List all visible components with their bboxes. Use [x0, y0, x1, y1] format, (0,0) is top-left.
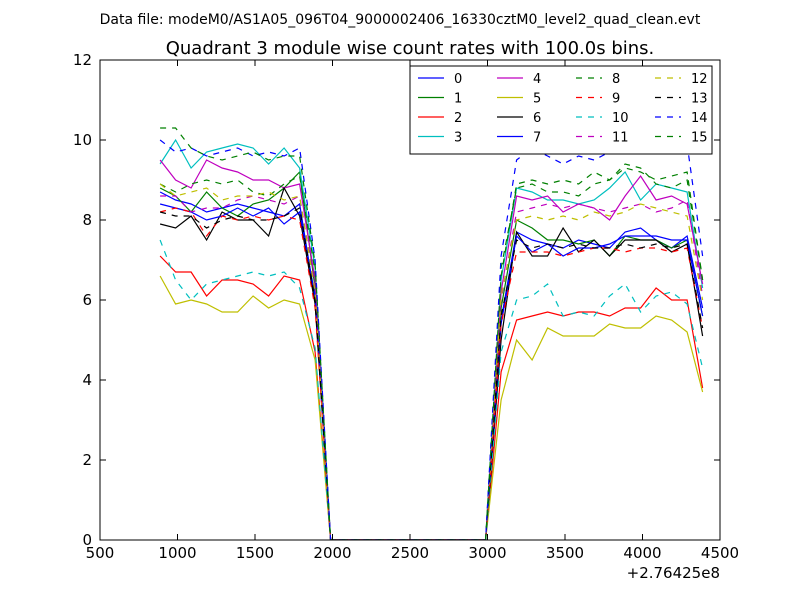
legend-label-14: 14 — [691, 111, 708, 126]
series-line-15 — [160, 127, 704, 540]
series-line-7 — [159, 203, 704, 540]
y-tick-label: 2 — [82, 451, 92, 469]
legend-label-7: 7 — [533, 131, 541, 146]
legend-label-0: 0 — [454, 72, 462, 87]
series-line-2 — [159, 255, 704, 540]
x-tick-label: 1500 — [236, 544, 274, 562]
legend-label-13: 13 — [691, 92, 708, 107]
chart-title: Quadrant 3 module wise count rates with … — [166, 38, 655, 59]
x-tick-label: 2000 — [313, 544, 351, 562]
series-line-0 — [159, 191, 704, 540]
legend-label-3: 3 — [454, 131, 462, 146]
legend-label-1: 1 — [454, 92, 462, 107]
series-line-8 — [159, 163, 704, 540]
legend-label-8: 8 — [612, 72, 620, 87]
y-tick-label: 4 — [82, 371, 92, 389]
y-tick-label: 6 — [82, 291, 92, 309]
x-tick-label: 4500 — [701, 544, 739, 562]
chart-suptitle: Data file: modeM0/AS1A05_096T04_90000024… — [100, 12, 701, 28]
legend-label-15: 15 — [691, 131, 708, 146]
x-tick-label: 3500 — [546, 544, 584, 562]
legend-label-4: 4 — [533, 72, 541, 87]
series-line-4 — [159, 159, 704, 540]
x-tick-label: 3000 — [468, 544, 506, 562]
series-line-10 — [159, 239, 704, 540]
x-tick-label: 500 — [86, 544, 115, 562]
y-tick-label: 12 — [73, 51, 92, 69]
x-tick-label: 2500 — [391, 544, 429, 562]
series-line-12 — [159, 183, 704, 540]
legend-label-2: 2 — [454, 111, 462, 126]
legend-label-11: 11 — [612, 131, 629, 146]
x-tick-label: 4000 — [623, 544, 661, 562]
axis-tick-labels: 500 1000 1500 2000 2500 3000 3500 4000 4500 0 2 4 6 8… — [73, 51, 739, 562]
series-line-5 — [159, 275, 704, 540]
legend-label-6: 6 — [533, 111, 541, 126]
legend-label-9: 9 — [612, 92, 620, 107]
x-offset-label: +2.76425e8 — [627, 564, 720, 582]
legend-label-12: 12 — [691, 72, 708, 87]
axis-ticks — [99, 59, 721, 541]
x-tick-label: 1000 — [158, 544, 196, 562]
legend-label-5: 5 — [533, 92, 541, 107]
legend-box — [409, 65, 713, 155]
legend-label-10: 10 — [612, 111, 629, 126]
y-tick-label: 0 — [82, 531, 92, 549]
series-line-11 — [160, 195, 704, 540]
series-line-13 — [159, 207, 704, 540]
y-tick-label: 10 — [73, 131, 92, 149]
series-line-3 — [159, 138, 704, 540]
series-line-6 — [159, 186, 704, 540]
y-tick-label: 8 — [82, 211, 92, 229]
